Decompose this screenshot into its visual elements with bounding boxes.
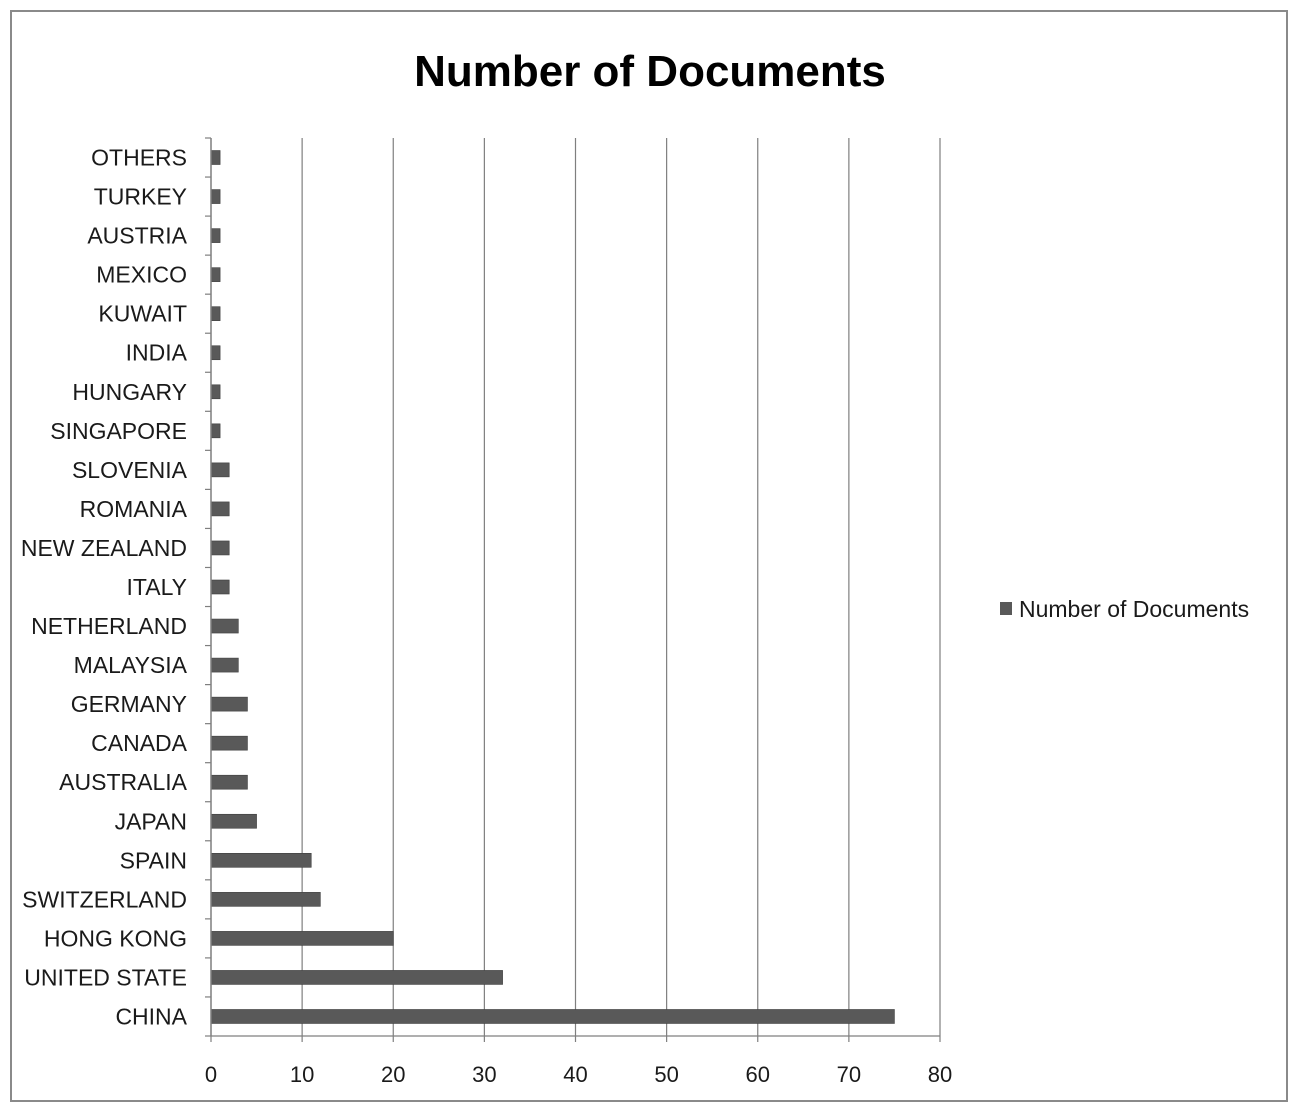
category-label: AUSTRALIA <box>59 769 187 795</box>
chart-frame <box>10 10 1288 1102</box>
bar <box>210 540 230 556</box>
category-label: NETHERLAND <box>31 613 187 639</box>
bar <box>210 1009 895 1024</box>
bar <box>210 970 503 985</box>
bar <box>210 384 221 400</box>
bar <box>210 931 394 946</box>
bar <box>210 579 230 595</box>
bar <box>210 462 230 478</box>
chart-title: Number of Documents <box>414 47 886 96</box>
bar <box>210 228 221 243</box>
bar <box>210 696 248 712</box>
x-tick-label: 0 <box>205 1062 217 1087</box>
x-tick-label: 70 <box>837 1062 861 1087</box>
axes <box>205 137 941 1042</box>
category-label: GERMANY <box>71 691 187 717</box>
category-label: JAPAN <box>115 808 187 834</box>
gridlines <box>301 138 941 1036</box>
bar <box>210 892 321 907</box>
category-label: UNITED STATE <box>24 964 187 990</box>
category-label: INDIA <box>126 340 188 366</box>
category-label: MALAYSIA <box>74 652 188 678</box>
x-tick-label: 40 <box>563 1062 587 1087</box>
bar <box>210 657 239 673</box>
bar <box>210 267 221 282</box>
category-label: SPAIN <box>120 847 187 873</box>
category-label: NEW ZEALAND <box>21 535 187 561</box>
legend-swatch <box>1000 602 1012 615</box>
bar <box>210 150 221 165</box>
category-label: MEXICO <box>96 262 187 288</box>
bar <box>210 423 221 439</box>
bar <box>210 189 221 204</box>
category-label: HONG KONG <box>44 925 187 951</box>
category-label: CANADA <box>91 730 188 756</box>
x-tick-label: 10 <box>290 1062 314 1087</box>
category-label: SINGAPORE <box>50 418 187 444</box>
x-tick-label: 20 <box>381 1062 405 1087</box>
x-tick-label: 50 <box>654 1062 678 1087</box>
legend: Number of Documents <box>1000 596 1249 622</box>
category-label: CHINA <box>115 1003 187 1029</box>
category-label: KUWAIT <box>98 301 187 327</box>
category-label: OTHERS <box>91 145 187 171</box>
category-label: AUSTRIA <box>87 223 187 249</box>
bar <box>210 853 312 868</box>
category-label: ITALY <box>127 574 188 600</box>
bar <box>210 774 248 790</box>
x-tick-labels: 0 10 20 30 40 50 60 70 80 <box>205 1062 952 1087</box>
bar <box>210 735 248 751</box>
category-label: TURKEY <box>94 184 187 210</box>
bar <box>210 813 257 829</box>
x-tick-label: 80 <box>928 1062 952 1087</box>
category-label: ROMANIA <box>80 496 188 522</box>
bar <box>210 345 221 361</box>
x-tick-label: 60 <box>746 1062 770 1087</box>
bars <box>210 150 895 1024</box>
category-label: SLOVENIA <box>72 457 188 483</box>
category-label: HUNGARY <box>72 379 187 405</box>
bar <box>210 618 239 634</box>
bar <box>210 306 221 321</box>
bar <box>210 501 230 517</box>
category-labels: CHINA UNITED STATE HONG KONG SWITZERLAND SPA… <box>21 145 188 1030</box>
category-label: SWITZERLAND <box>22 886 187 912</box>
legend-label: Number of Documents <box>1019 596 1249 622</box>
x-tick-label: 30 <box>472 1062 496 1087</box>
